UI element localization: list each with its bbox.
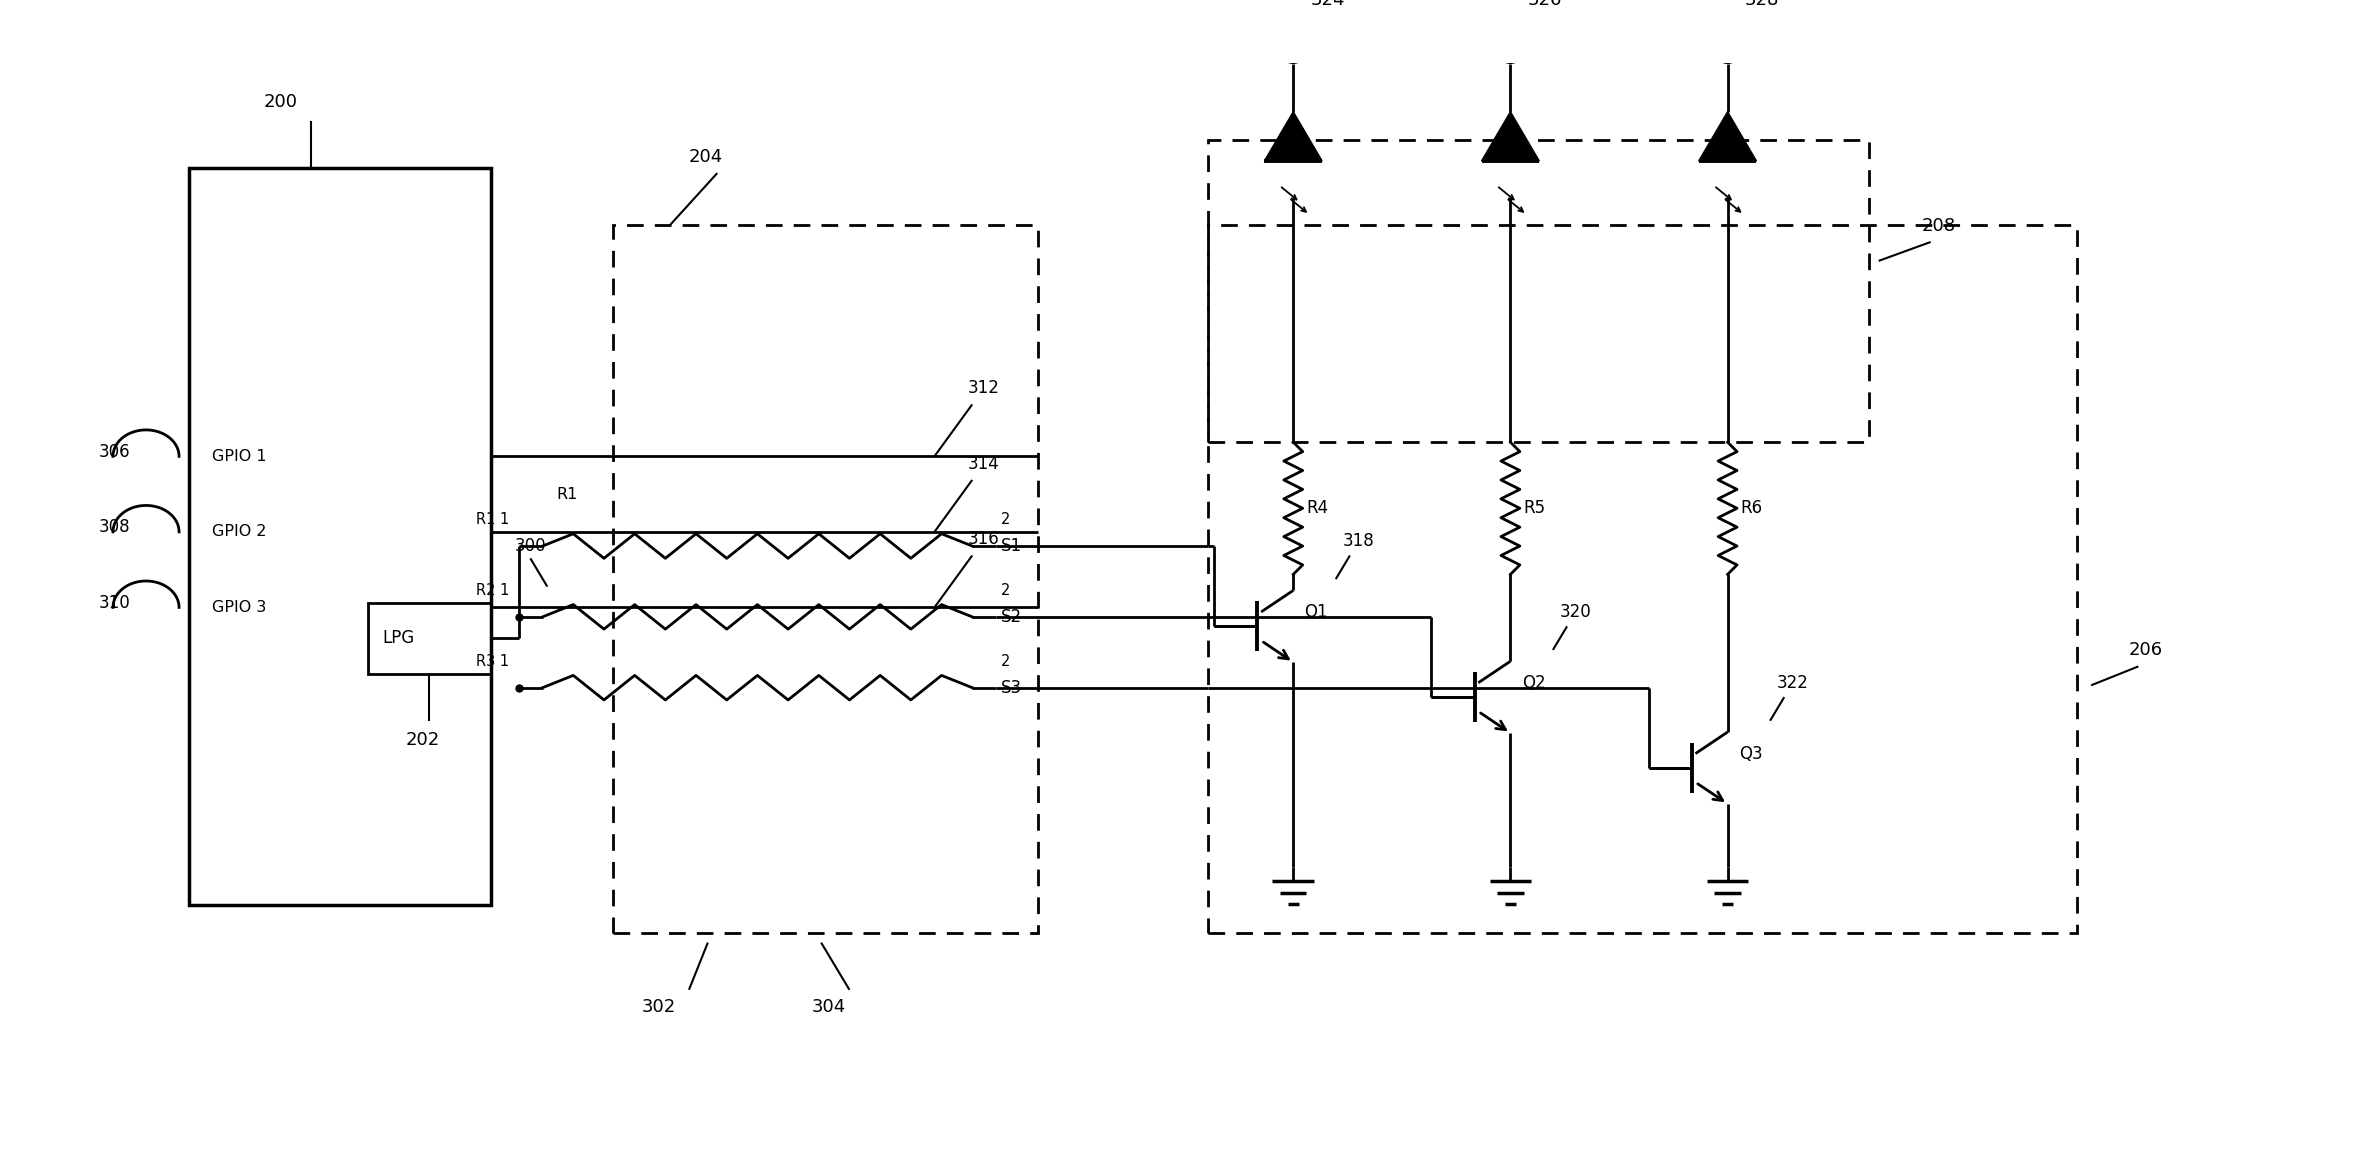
Text: R6: R6 [1740,499,1764,517]
Text: 316: 316 [967,531,1000,548]
Text: 206: 206 [2129,641,2162,660]
Text: R1 1: R1 1 [476,512,509,527]
Text: Q2: Q2 [1521,674,1544,691]
Text: 2: 2 [1000,582,1009,598]
Text: 318: 318 [1342,532,1375,551]
Text: R2 1: R2 1 [476,582,509,598]
Text: GPIO 3: GPIO 3 [212,600,266,615]
Text: 202: 202 [406,730,441,749]
Text: 200: 200 [264,94,297,111]
Text: 204: 204 [689,148,724,166]
Text: 300: 300 [514,537,547,556]
Polygon shape [1264,111,1323,161]
Text: R3 1: R3 1 [476,654,509,669]
Text: S3: S3 [1000,679,1021,696]
Text: 326: 326 [1528,0,1561,9]
Text: 310: 310 [99,594,130,612]
Text: 2: 2 [1000,654,1009,669]
Text: R1: R1 [556,486,578,502]
Text: S1: S1 [1000,537,1021,556]
Text: R4: R4 [1306,499,1328,517]
Text: 2: 2 [1000,512,1009,527]
Text: 312: 312 [967,380,1000,397]
Text: R5: R5 [1523,499,1547,517]
Text: 320: 320 [1559,604,1592,621]
Text: 208: 208 [1922,217,1955,234]
Text: 322: 322 [1776,674,1809,691]
Text: LPG: LPG [382,629,415,647]
Polygon shape [1481,111,1540,161]
Text: 302: 302 [641,997,677,1016]
Text: Q3: Q3 [1738,744,1761,763]
Polygon shape [1698,111,1757,161]
Text: GPIO 2: GPIO 2 [212,524,266,539]
Text: 304: 304 [811,997,847,1016]
Text: 324: 324 [1311,0,1344,9]
Text: Q1: Q1 [1304,604,1328,621]
Text: 308: 308 [99,518,130,536]
Text: 314: 314 [967,455,1000,472]
Text: GPIO 1: GPIO 1 [212,449,266,464]
Text: S2: S2 [1000,608,1021,626]
Text: 306: 306 [99,443,130,461]
Text: 328: 328 [1745,0,1778,9]
